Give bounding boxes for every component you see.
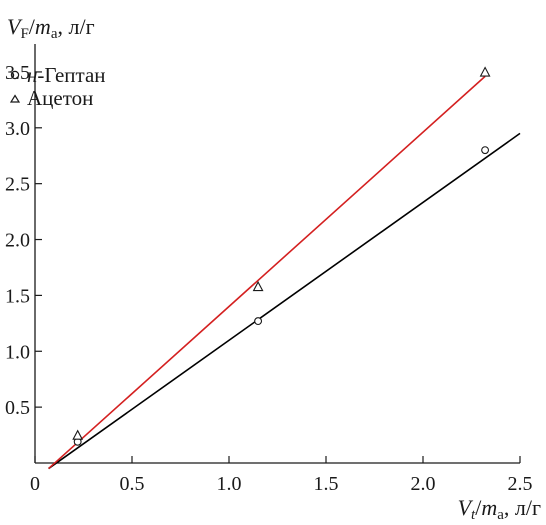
x-tick-label: 1.0 — [217, 473, 242, 495]
x-tick-label: 2.5 — [508, 473, 533, 495]
x-axis-title: Vt/ma, л/г — [458, 495, 541, 523]
point-heptane — [481, 146, 490, 155]
y-title-sub: F — [20, 26, 28, 42]
y-title-sep: / — [29, 14, 36, 39]
y-tick-label: 3.0 — [5, 118, 30, 140]
legend-circle-marker — [10, 70, 20, 80]
legend-triangle-marker — [9, 94, 21, 103]
axis-ticks: 0 0.5 1.0 1.5 2.0 2.50.51.01.52.02.53.03.5 — [5, 62, 533, 495]
fit-line-acetone — [48, 75, 486, 470]
y-tick-label: 1.0 — [5, 341, 30, 363]
x-tick-label: 1.5 — [314, 473, 339, 495]
legend-label-heptane-rest: -Гептан — [37, 63, 105, 87]
legend-item-acetone: Ацетон — [9, 86, 93, 110]
x-title-main: V — [458, 495, 474, 520]
legend: н-Гептан Ацетон — [9, 63, 106, 110]
y-title-main: V — [7, 14, 23, 39]
y-title-unit: , л/г — [57, 14, 94, 39]
axis-titles: VF/ma, л/г Vt/ma, л/г — [7, 14, 541, 523]
legend-label-acetone: Ацетон — [27, 86, 93, 110]
y-axis-title: VF/ma, л/г — [7, 14, 95, 42]
point-acetone — [479, 66, 491, 77]
fit-lines — [48, 75, 521, 470]
y-tick-label: 2.0 — [5, 230, 30, 252]
x-tick-label: 0.5 — [120, 473, 145, 495]
y-tick-label: 1.5 — [5, 285, 30, 307]
x-title-sub: t — [471, 507, 476, 523]
x-title-denom: m — [481, 495, 497, 520]
x-title-unit: , л/г — [504, 495, 541, 520]
fit-line-heptane — [48, 132, 521, 470]
y-tick-label: 0.5 — [5, 397, 30, 419]
legend-label-heptane: н-Гептан — [27, 63, 106, 87]
legend-item-heptane: н-Гептан — [10, 63, 106, 87]
plot-area — [34, 44, 520, 464]
x-title-denom-sub: a — [497, 507, 504, 523]
data-points — [72, 66, 491, 446]
legend-label-heptane-italic: н — [27, 63, 37, 87]
x-title-sep: / — [475, 495, 482, 520]
x-tick-label: 2.0 — [411, 473, 436, 495]
y-tick-label: 2.5 — [5, 174, 30, 196]
point-heptane — [254, 317, 263, 326]
y-title-denom-sub: a — [51, 26, 58, 42]
y-title-denom: m — [35, 14, 51, 39]
point-acetone — [72, 429, 84, 440]
x-tick-label: 0 — [30, 473, 40, 495]
point-acetone — [252, 280, 264, 292]
